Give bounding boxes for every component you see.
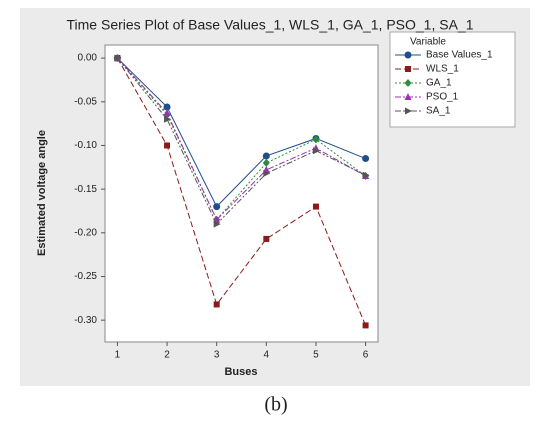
legend-title: Variable xyxy=(410,37,446,48)
marker xyxy=(312,147,320,155)
marker xyxy=(262,158,270,167)
marker xyxy=(114,54,122,62)
chart-title: Time Series Plot of Base Values_1, WLS_1… xyxy=(67,17,474,33)
caption: (b) xyxy=(264,394,287,416)
plot-area xyxy=(104,44,379,343)
marker xyxy=(362,171,370,179)
legend-marker xyxy=(405,66,411,72)
marker xyxy=(312,203,319,210)
legend-marker xyxy=(405,107,412,115)
x-tick-label: 5 xyxy=(313,350,319,361)
y-tick-label: -0.10 xyxy=(74,140,97,151)
series-line xyxy=(117,57,366,221)
marker xyxy=(164,142,171,149)
y-tick-label: -0.20 xyxy=(74,227,97,238)
marker xyxy=(263,235,270,242)
x-tick-label: 6 xyxy=(363,350,369,361)
series-line xyxy=(117,57,366,221)
y-tick-label: -0.30 xyxy=(74,315,97,326)
marker xyxy=(163,103,171,111)
legend-marker xyxy=(404,79,412,87)
y-tick-label: 0.00 xyxy=(78,53,98,64)
legend-label: GA_1 xyxy=(426,78,452,89)
x-tick-label: 4 xyxy=(264,350,270,361)
x-tick-label: 1 xyxy=(115,350,121,361)
marker xyxy=(163,109,171,117)
marker xyxy=(362,322,369,329)
y-tick-label: -0.05 xyxy=(74,96,97,107)
legend-label: Base Values_1 xyxy=(426,50,493,61)
marker xyxy=(312,135,320,144)
marker xyxy=(262,152,270,160)
series-line xyxy=(117,57,366,225)
marker xyxy=(164,115,172,123)
legend-label: WLS_1 xyxy=(426,64,459,75)
marker xyxy=(213,215,221,223)
marker xyxy=(362,155,370,163)
legend-label: SA_1 xyxy=(426,106,451,117)
series-line xyxy=(117,57,366,208)
y-tick-label: -0.15 xyxy=(74,184,97,195)
marker xyxy=(213,301,220,308)
x-tick-label: 2 xyxy=(164,350,170,361)
marker xyxy=(213,220,221,228)
y-tick-label: -0.25 xyxy=(74,271,97,282)
legend-label: PSO_1 xyxy=(426,92,459,103)
legend-marker xyxy=(404,51,412,59)
legend-marker xyxy=(404,93,412,100)
x-axis-label: Buses xyxy=(224,366,257,378)
x-tick-label: 3 xyxy=(214,350,220,361)
y-axis-label: Estimated voltage angle xyxy=(36,130,48,256)
series-line xyxy=(116,57,367,326)
marker xyxy=(213,203,221,211)
marker xyxy=(263,169,271,177)
legend-box xyxy=(389,31,516,128)
